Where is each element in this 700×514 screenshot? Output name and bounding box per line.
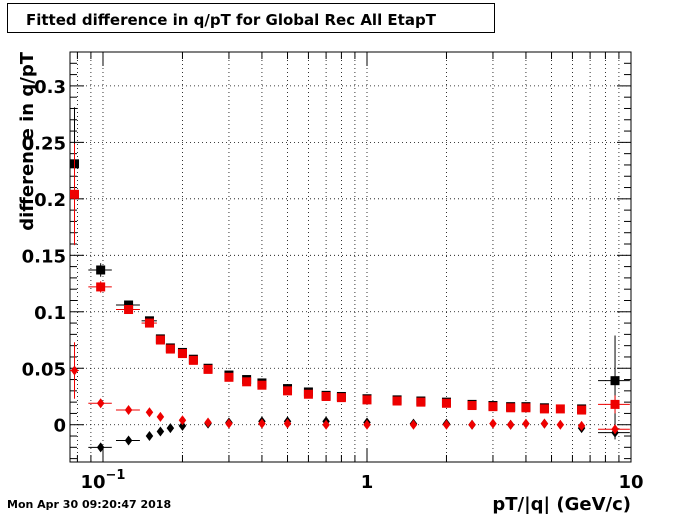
plot-frame	[69, 51, 632, 463]
chart-title-box: Fitted difference in q/pT for Global Rec…	[7, 3, 495, 33]
data-point-diamond	[145, 431, 154, 442]
data-point-square	[321, 391, 331, 401]
y-tick-label: 0.2	[34, 190, 66, 211]
data-point-square	[539, 404, 549, 414]
data-point-square	[224, 372, 234, 382]
data-point-square	[521, 403, 531, 413]
x-tick-label-exponent: −1	[106, 468, 126, 483]
data-point-square	[283, 386, 293, 396]
data-point-square	[610, 376, 620, 386]
data-point-diamond	[225, 418, 233, 429]
data-point-square	[303, 389, 313, 399]
data-point-diamond	[556, 419, 565, 430]
y-tick-label: 0.1	[34, 303, 66, 324]
data-point-square	[124, 305, 134, 315]
data-point-diamond	[96, 398, 105, 409]
data-point-diamond	[166, 423, 175, 434]
data-point-square	[155, 335, 165, 345]
x-tick-label: 1	[361, 472, 374, 493]
data-point-diamond	[522, 418, 530, 429]
data-point-diamond	[124, 405, 133, 416]
y-tick-label: 0.15	[22, 246, 66, 267]
data-point-diamond	[124, 435, 133, 446]
x-tick-label-base: 10	[80, 472, 105, 493]
data-point-diamond	[506, 419, 515, 430]
data-point-diamond	[178, 420, 187, 431]
data-point-diamond	[156, 426, 165, 437]
data-point-diamond	[204, 417, 212, 428]
data-point-square	[242, 377, 252, 387]
x-tick-label-base: 1	[361, 472, 374, 493]
data-point-square	[96, 265, 106, 275]
data-point-square	[441, 398, 451, 408]
data-point-diamond	[363, 419, 371, 430]
data-point-diamond	[258, 418, 266, 429]
data-point-square	[610, 399, 620, 409]
data-point-square	[165, 344, 175, 354]
x-axis-title: pT/|q| (GeV/c)	[492, 494, 631, 514]
data-point-diamond	[96, 442, 105, 453]
data-point-diamond	[145, 407, 154, 418]
x-tick-label: 10	[618, 472, 643, 493]
data-point-diamond	[409, 419, 418, 430]
tick-labels: 00.050.10.150.20.250.310−1 1 10	[22, 77, 644, 493]
data-point-square	[69, 189, 79, 199]
y-tick-label: 0	[53, 416, 66, 437]
data-point-square	[555, 404, 565, 414]
data-point-square	[96, 282, 106, 292]
data-point-square	[506, 403, 516, 413]
y-axis-title: difference in q/pT	[17, 51, 38, 230]
data-point-square	[488, 402, 498, 412]
data-point-square	[144, 318, 154, 328]
grid	[70, 52, 632, 462]
data-point-diamond	[468, 419, 476, 430]
data-point-diamond	[611, 424, 619, 435]
y-tick-label: 0.25	[22, 133, 66, 154]
data-point-square	[257, 380, 267, 390]
data-point-diamond	[489, 418, 497, 429]
data-point-diamond	[540, 418, 549, 429]
y-tick-label: 0.05	[22, 359, 66, 380]
data-point-square	[577, 405, 587, 415]
data-point-square	[177, 349, 187, 359]
axis-ticks	[70, 51, 632, 462]
data-point-square	[124, 300, 134, 310]
data-point-square	[362, 395, 372, 405]
chart-title: Fitted difference in q/pT for Global Rec…	[26, 11, 436, 29]
data-point-square	[203, 364, 213, 374]
x-tick-label-base: 10	[618, 472, 643, 493]
data-point-diamond	[70, 365, 79, 376]
y-tick-label: 0.3	[34, 77, 66, 98]
data-point-square	[467, 401, 477, 411]
data-point-square	[392, 396, 402, 406]
data-point-square	[188, 355, 198, 365]
timestamp-footer: Mon Apr 30 09:20:47 2018	[7, 498, 172, 511]
data-point-diamond	[577, 420, 586, 431]
data-point-diamond	[283, 418, 292, 429]
x-tick-label: 10−1	[80, 468, 125, 493]
data-point-diamond	[178, 415, 187, 426]
data-marks	[69, 107, 630, 453]
data-point-square	[416, 397, 426, 407]
data-point-square	[336, 393, 346, 403]
data-point-diamond	[156, 411, 165, 422]
data-point-diamond	[442, 419, 451, 430]
data-point-diamond	[322, 419, 330, 430]
